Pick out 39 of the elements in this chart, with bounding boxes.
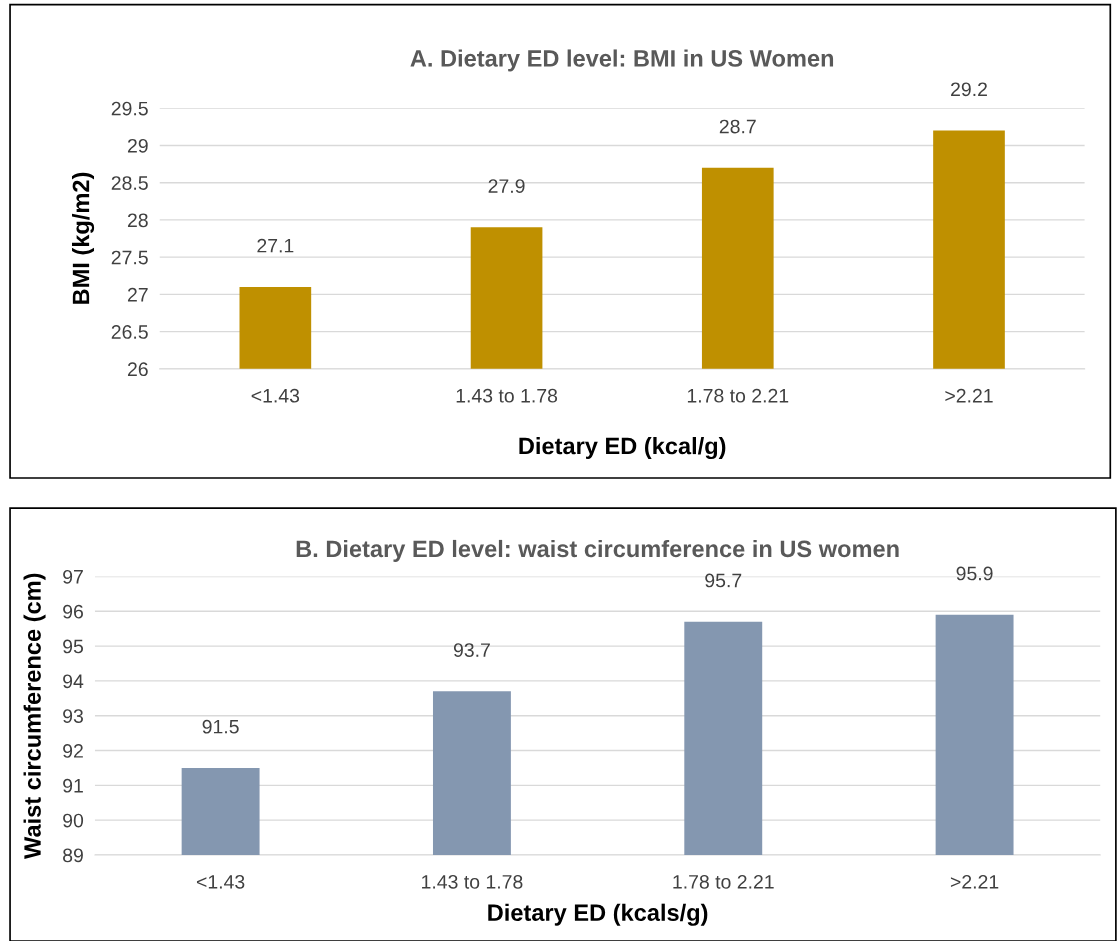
y-tick-label: 95 [63,639,84,654]
y-tick-label: 27 [127,287,148,302]
data-label: 27.1 [257,238,294,253]
y-tick-label: 26 [127,362,148,377]
chart-title: A. Dietary ED level: BMI in US Women [410,49,834,72]
y-axis-title: Waist circumference (cm) [23,573,46,859]
y-tick-label: 29.5 [111,101,148,116]
data-label: 27.9 [488,179,525,193]
y-tick-label: 90 [63,813,84,828]
chart-title: B. Dietary ED level: waist circumference in US women [296,539,899,562]
x-axis-title: Dietary ED (kcal/g) [519,437,726,460]
data-label: 95.7 [705,573,742,588]
y-tick-label: 93 [63,709,83,723]
x-tick-label: 1.43 to 1.78 [422,874,523,889]
data-label: 28.7 [719,119,756,134]
y-tick-label: 29 [127,138,148,153]
x-tick-label: 1.78 to 2.21 [673,874,774,889]
y-tick-label: 97 [63,569,83,584]
y-tick-label: 28 [127,213,148,228]
x-tick-label: >2.21 [945,388,993,403]
x-tick-label: <1.43 [196,874,245,889]
y-tick-label: 94 [63,674,84,689]
x-tick-label: 1.78 to 2.21 [687,388,789,403]
y-axis-title: BMI (kg/m2) [72,172,95,304]
y-tick-label: 26.5 [111,325,148,339]
y-tick-label: 27.5 [111,250,148,265]
data-label: 93.7 [453,643,490,657]
y-tick-label: 92 [63,744,83,758]
y-tick-label: 28.5 [111,176,148,190]
y-tick-label: 96 [63,604,83,619]
x-tick-label: <1.43 [251,388,300,403]
y-tick-label: 89 [63,848,83,863]
x-axis-title: Dietary ED (kcals/g) [488,903,708,926]
data-label: 91.5 [202,719,239,734]
x-tick-label: >2.21 [950,874,999,889]
data-label: 95.9 [956,566,993,581]
y-tick-label: 91 [63,778,83,793]
data-label: 29.2 [951,82,987,97]
x-tick-label: 1.43 to 1.78 [456,388,558,403]
